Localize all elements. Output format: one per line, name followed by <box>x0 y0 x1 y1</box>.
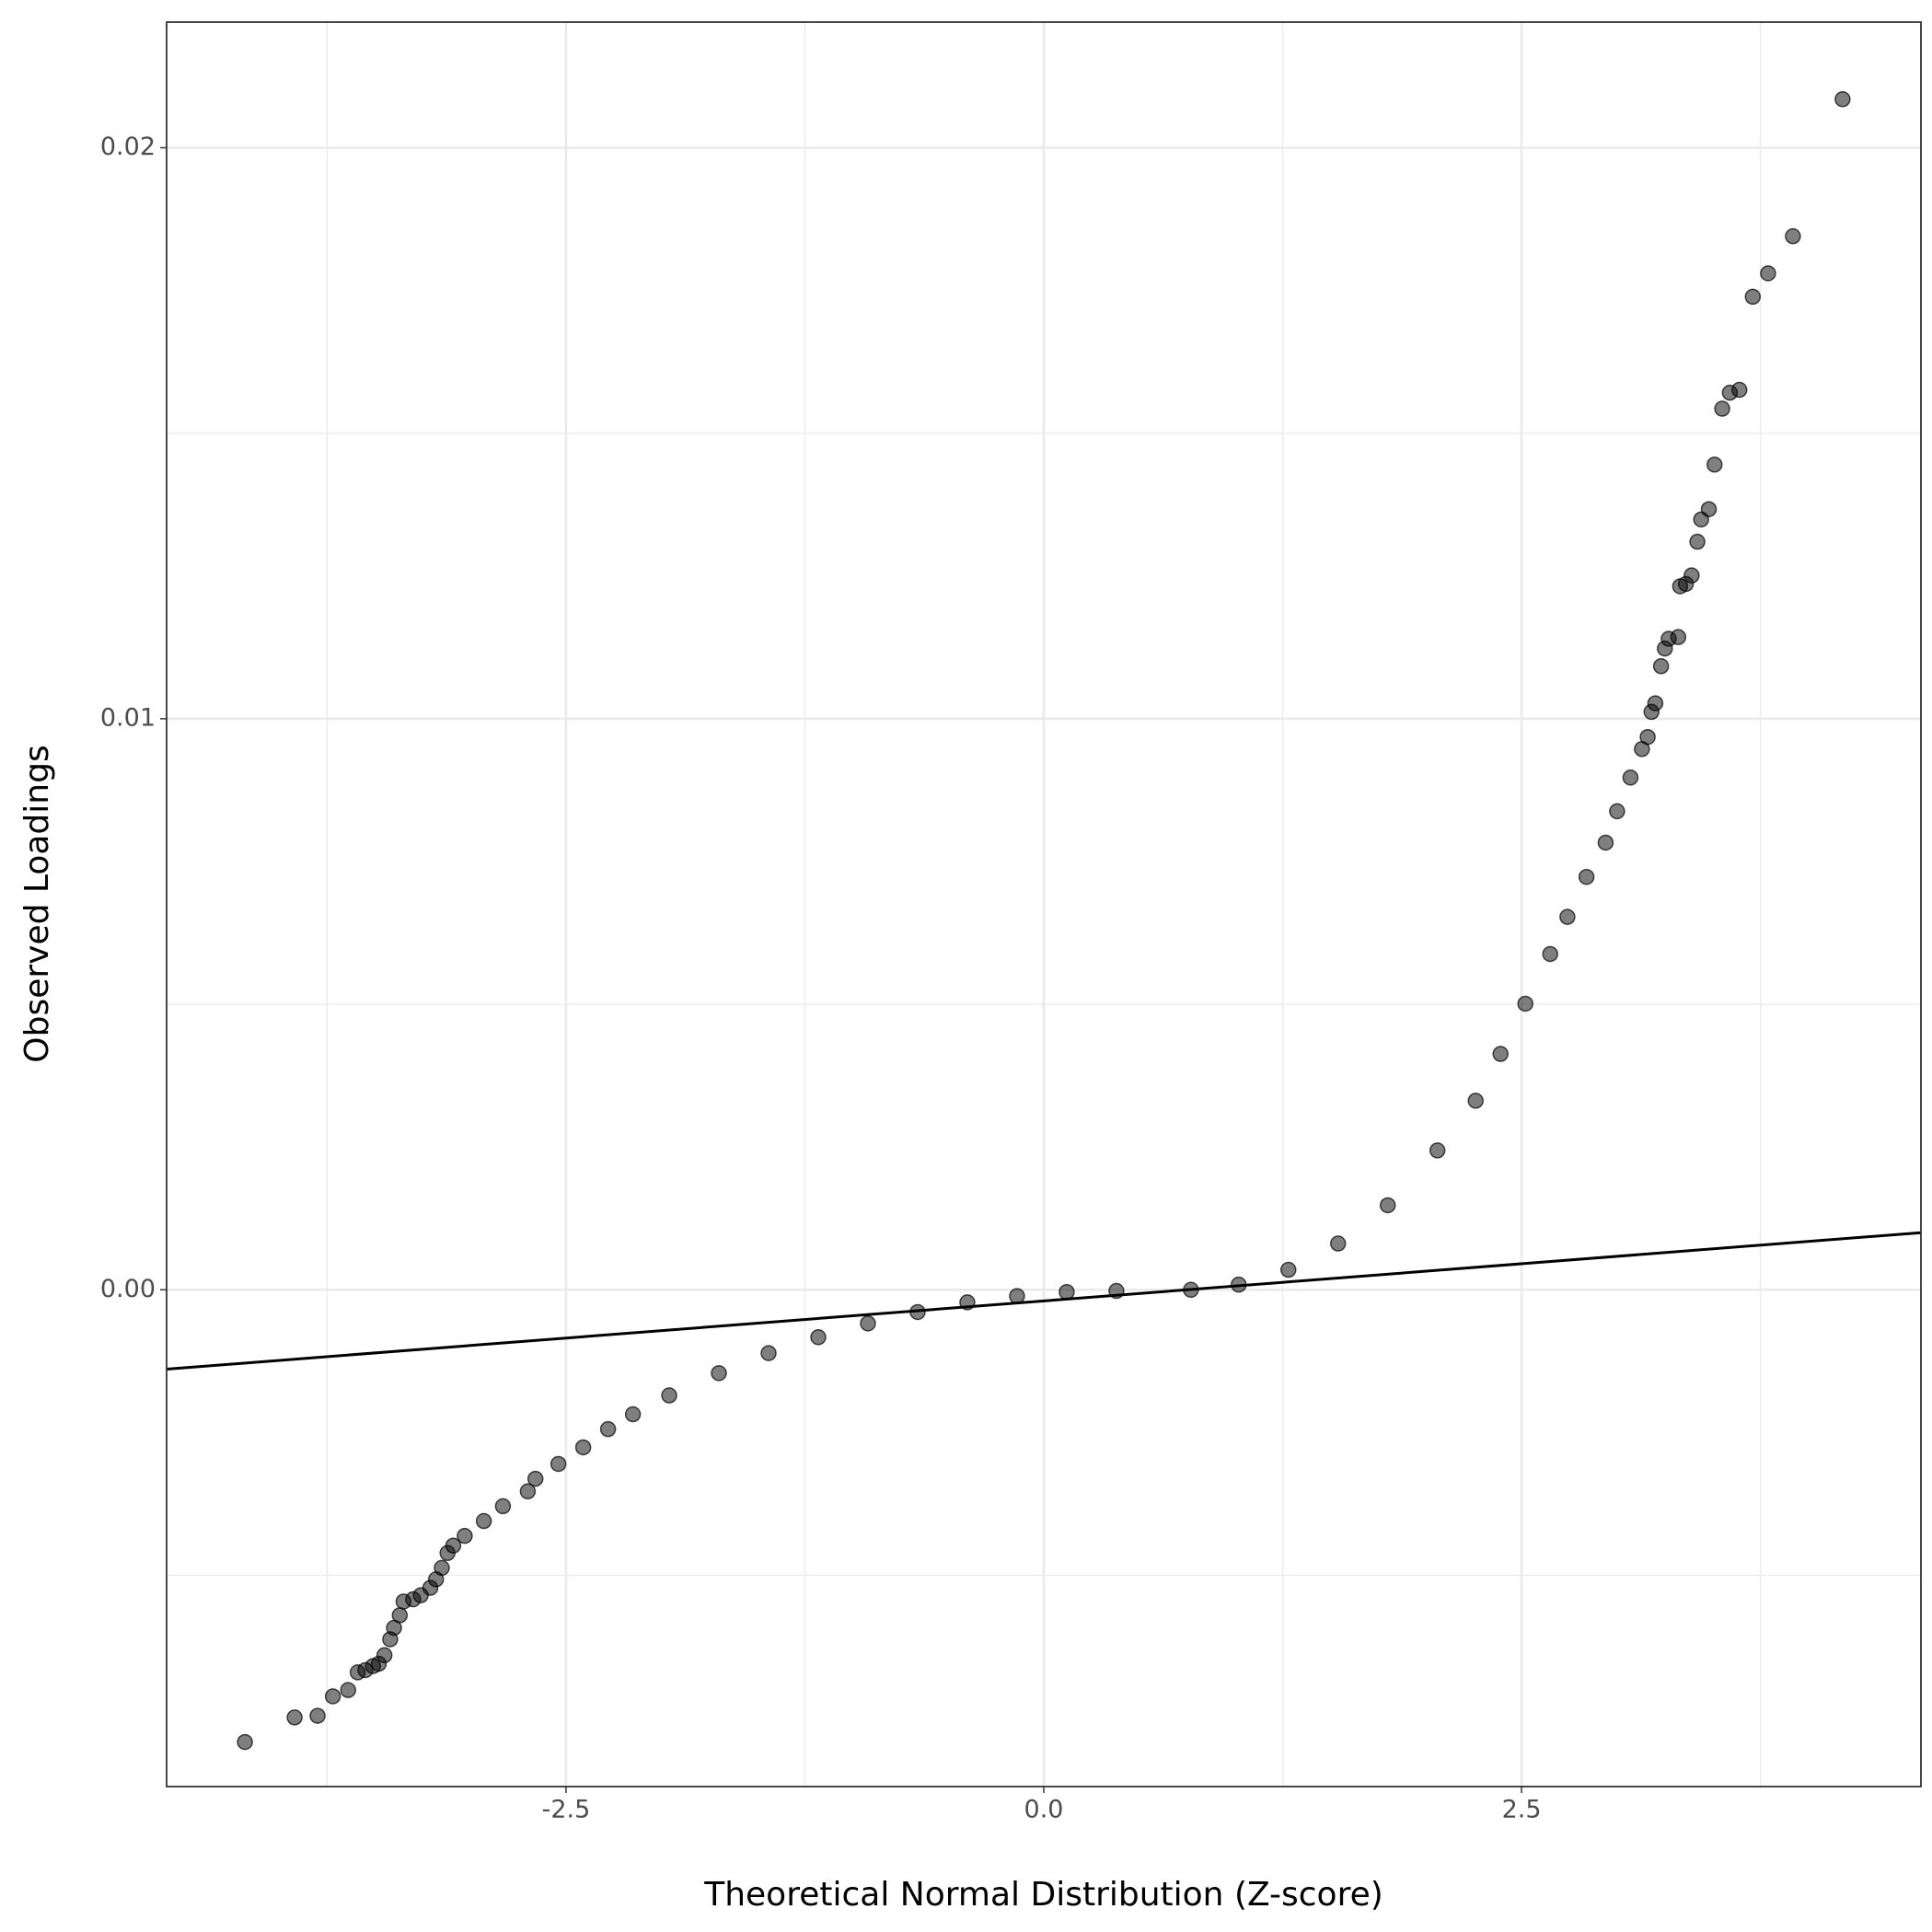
point <box>1834 91 1851 108</box>
point <box>860 1315 876 1332</box>
point <box>810 1329 827 1346</box>
point <box>434 1559 450 1577</box>
point <box>1517 995 1533 1012</box>
point <box>574 1439 592 1456</box>
point <box>1609 803 1625 820</box>
point <box>1329 1235 1347 1252</box>
point <box>237 1733 253 1751</box>
point <box>526 1470 544 1487</box>
point <box>1731 381 1748 399</box>
x-tick-label: 2.5 <box>1502 1796 1542 1824</box>
point <box>550 1455 567 1473</box>
point <box>1670 629 1687 645</box>
point <box>340 1682 356 1698</box>
point <box>1785 227 1801 245</box>
point <box>457 1527 473 1544</box>
y-axis-title: Observed Loadings <box>18 745 56 1062</box>
y-tick-label: 0.00 <box>100 1275 156 1303</box>
point <box>1622 769 1639 786</box>
point <box>1647 695 1664 711</box>
point <box>1559 908 1576 925</box>
point <box>1379 1197 1396 1214</box>
point <box>1597 834 1614 851</box>
point <box>445 1537 462 1554</box>
point <box>760 1345 777 1361</box>
point <box>309 1707 326 1724</box>
panel-border <box>166 21 1922 1787</box>
point <box>1059 1283 1075 1301</box>
reference-line <box>166 1231 1922 1371</box>
point <box>1542 945 1558 963</box>
point <box>1492 1046 1509 1062</box>
point <box>391 1607 409 1624</box>
point <box>1760 265 1776 282</box>
point <box>661 1387 677 1404</box>
point <box>324 1688 341 1705</box>
point <box>1467 1093 1484 1109</box>
point <box>1652 658 1670 675</box>
point <box>1706 457 1723 473</box>
point <box>494 1498 512 1515</box>
x-tick-label: -2.5 <box>542 1796 591 1824</box>
point <box>1714 400 1730 417</box>
point <box>1578 868 1595 885</box>
x-axis-title: Theoretical Normal Distribution (Z-score… <box>703 1876 1383 1914</box>
point <box>1429 1142 1446 1159</box>
y-tick-label: 0.02 <box>100 133 156 161</box>
point <box>475 1512 492 1530</box>
point <box>1700 501 1718 517</box>
point <box>1683 567 1700 584</box>
point <box>1280 1261 1297 1278</box>
point <box>376 1647 393 1664</box>
x-tick-label: 0.0 <box>1024 1796 1064 1824</box>
point <box>286 1709 303 1726</box>
point <box>1744 288 1762 306</box>
point <box>624 1406 642 1423</box>
y-tick-label: 0.01 <box>100 703 156 732</box>
point <box>1689 533 1706 550</box>
point <box>519 1483 537 1500</box>
point <box>1639 728 1656 746</box>
point <box>711 1365 727 1382</box>
point <box>599 1420 617 1438</box>
